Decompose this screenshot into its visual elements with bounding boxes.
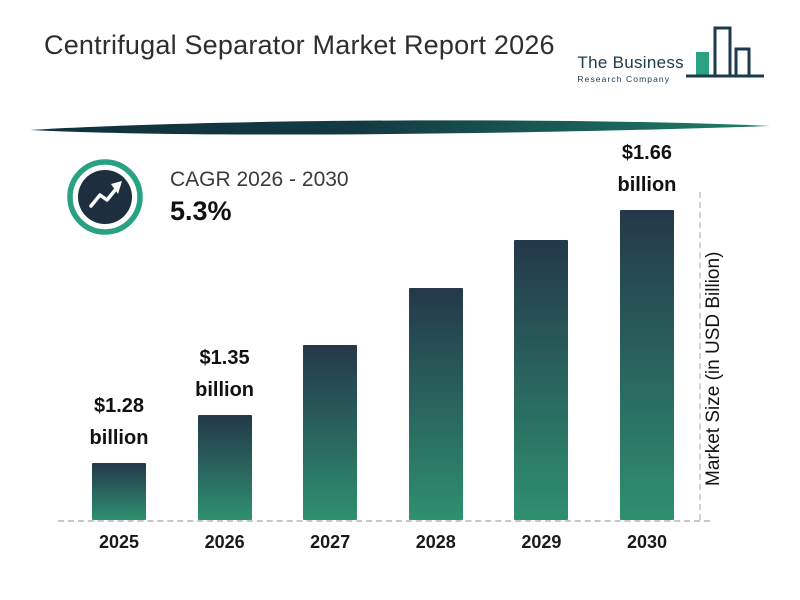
x-tick-label-2025: 2025 [98,532,140,552]
x-tick-label-2028: 2028 [415,532,456,552]
x-tick-label-2027: 2027 [310,532,351,552]
page-title: Centrifugal Separator Market Report 2026 [44,30,555,60]
y-axis-title: Market Size (in USD Billion) [703,251,724,487]
bar-chart: $1.28 billion $1.35 billion $1.66 billion [72,136,694,520]
cagr-value: 5.3% [170,195,232,226]
divider-swoosh [30,120,770,135]
bar-column-2026: $1.35 billion [178,342,272,520]
x-tick-label-2029: 2029 [521,532,562,552]
logo-text: The Business Research Company [577,53,684,84]
bar-value-label: $1.66 billion [617,142,677,196]
logo-line1: The Business [577,53,684,72]
bar-column-2030: $1.66 billion [600,137,694,520]
bar-2026 [197,415,252,520]
bar-2027 [303,345,358,520]
bar-2028 [408,288,463,520]
bar-value-label: $1.28 billion [89,395,149,449]
bar-column-2027 [283,336,377,520]
logo-line2: Research Company [577,74,671,84]
bar-value-label: $1.35 billion [195,347,255,401]
x-tick-label-2026: 2026 [204,532,245,552]
bar-2030 [619,210,674,520]
cagr-texts: CAGR 2026 - 2030 5.3% [170,168,349,227]
bar-column-2029 [494,231,588,520]
bar-column-2028 [389,279,483,520]
bar-2029 [514,240,569,520]
trend-up-icon [67,159,143,235]
company-logo: The Business Research Company [577,22,764,98]
x-axis-line [58,520,710,522]
logo-bars-icon [686,26,764,78]
bar-column-2025: $1.28 billion [72,390,166,520]
x-axis-labels: 2025 2026 2027 2028 2029 2030 [72,532,694,553]
cagr-block: CAGR 2026 - 2030 5.3% [66,158,349,236]
x-tick-label-2030: 2030 [626,532,667,552]
bar-2025 [92,463,146,520]
cagr-label: CAGR 2026 - 2030 [170,167,349,191]
y-axis-line [699,192,701,520]
